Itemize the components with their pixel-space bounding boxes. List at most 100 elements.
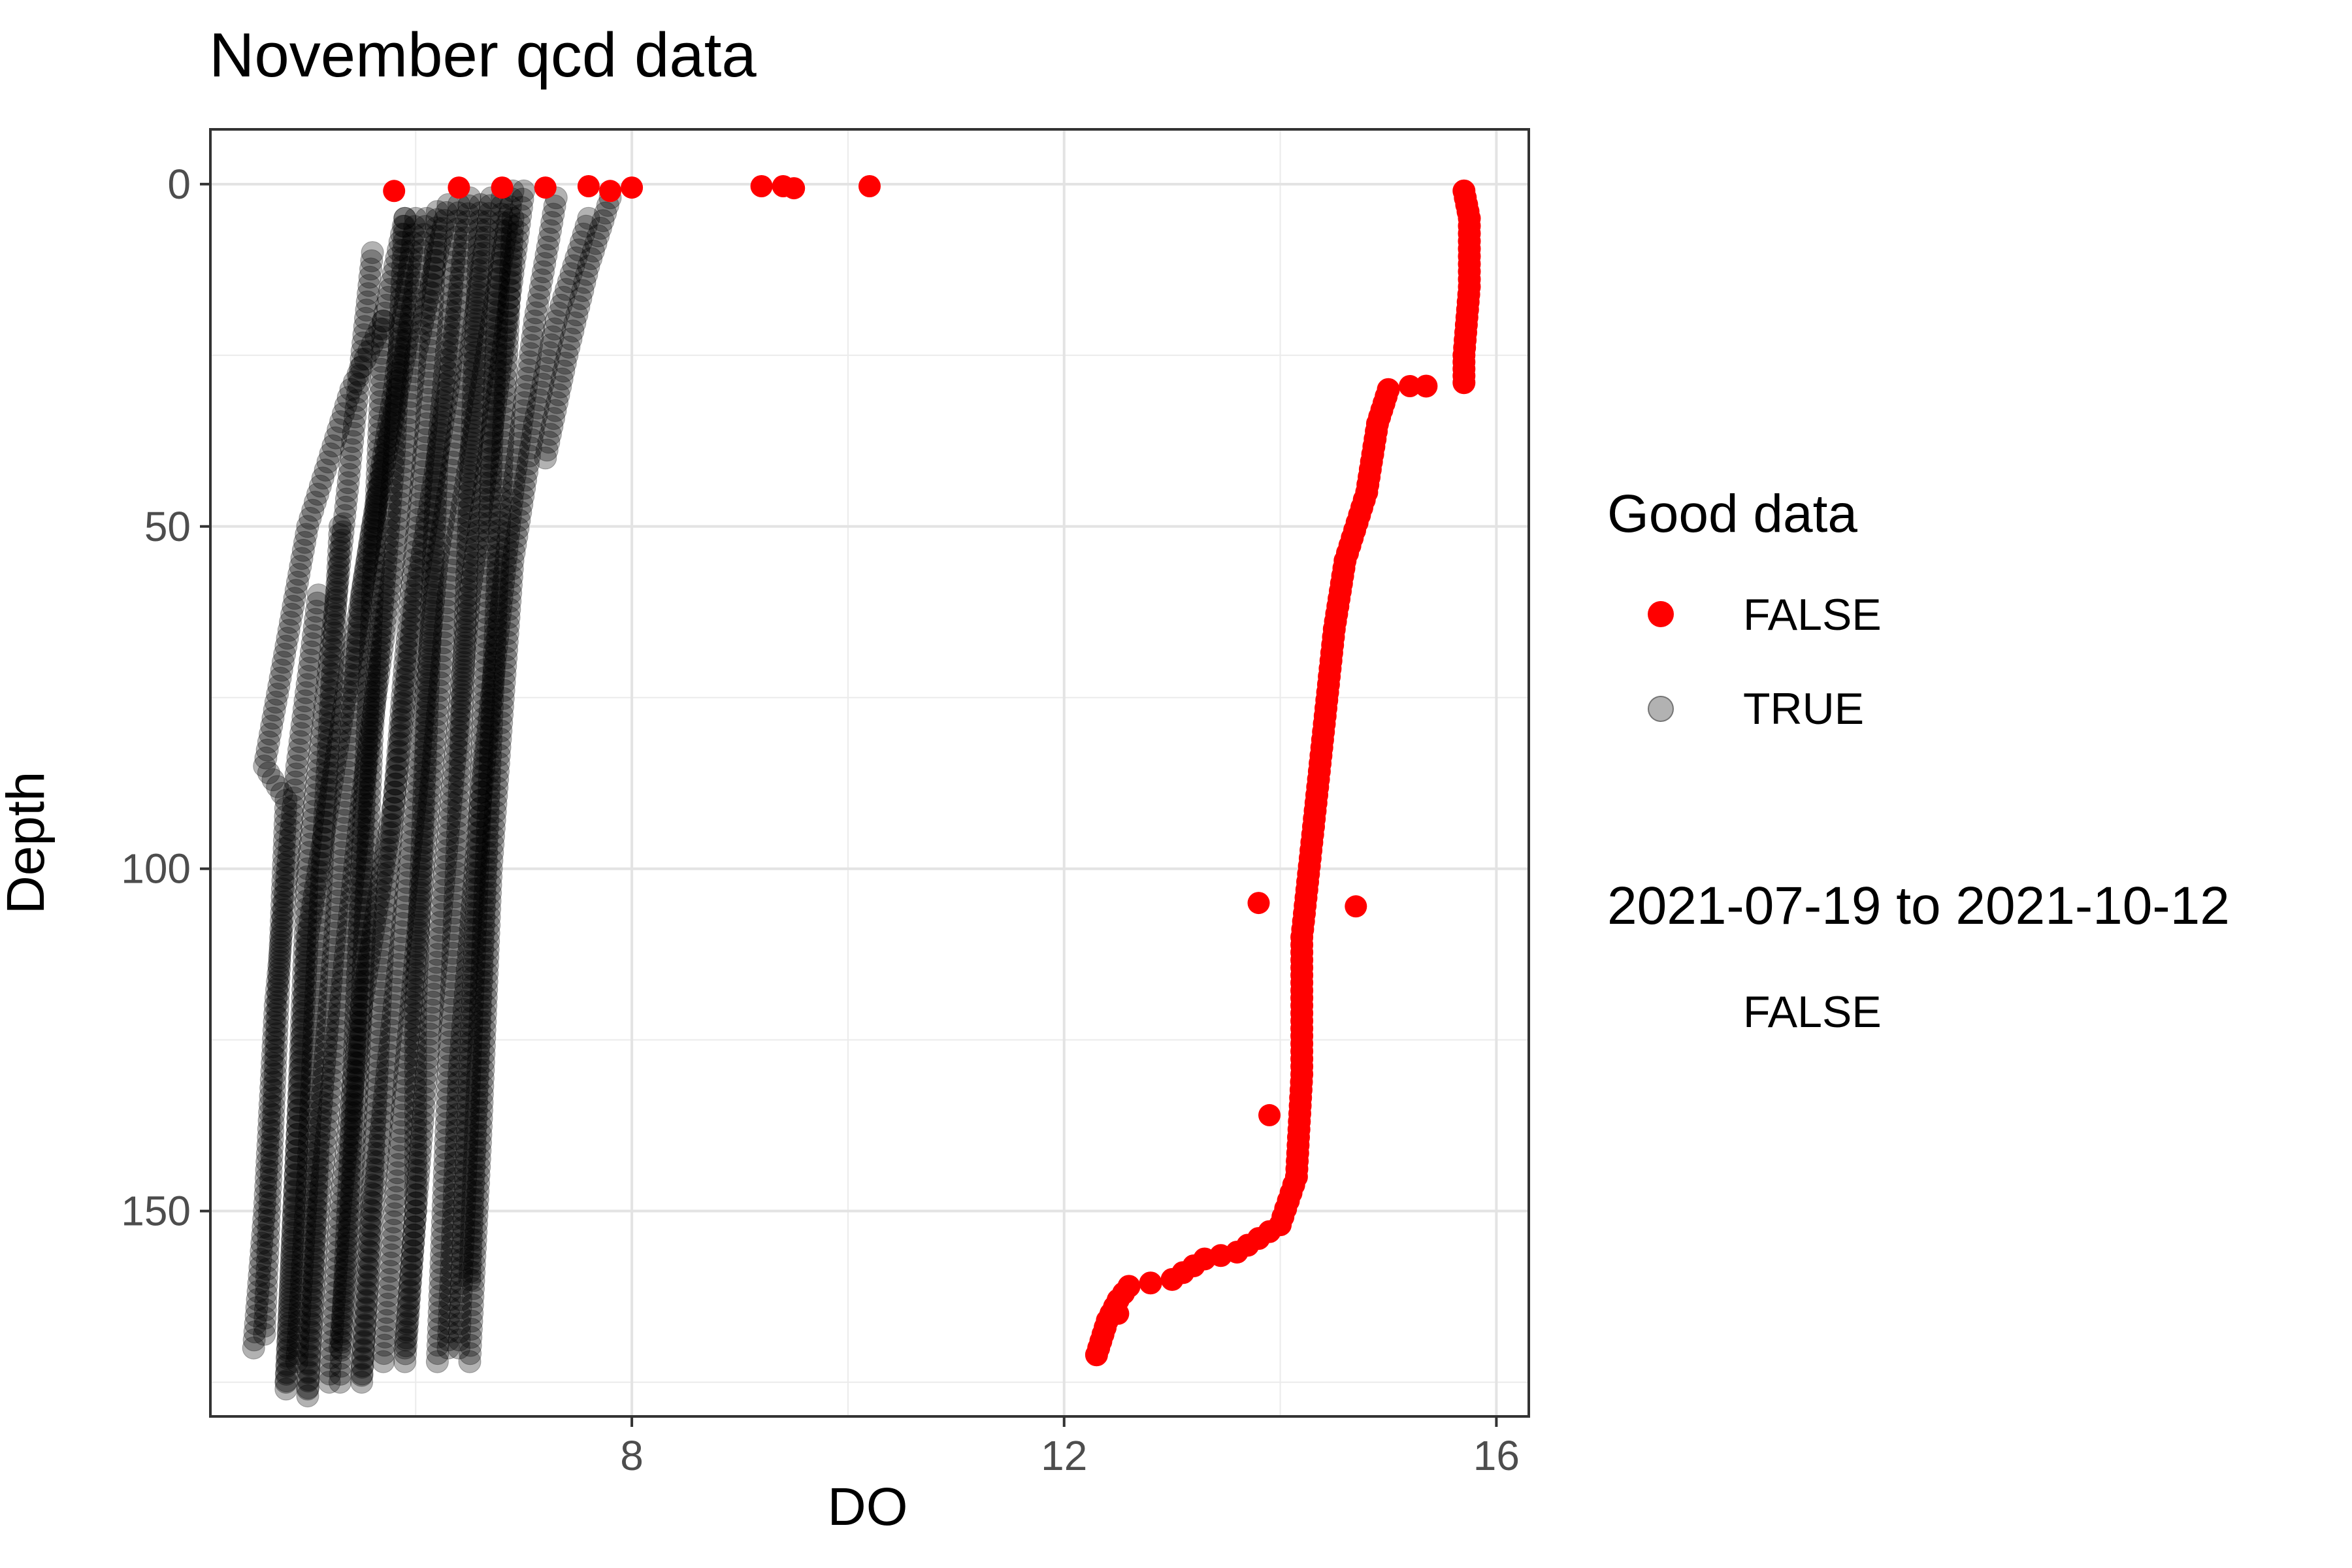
data-point bbox=[458, 1267, 482, 1291]
data-point bbox=[355, 961, 378, 985]
data-point bbox=[341, 1076, 365, 1100]
data-point bbox=[275, 1347, 299, 1370]
data-point bbox=[420, 613, 443, 636]
data-point bbox=[399, 393, 422, 416]
data-point bbox=[257, 730, 280, 754]
data-point bbox=[346, 1027, 370, 1051]
data-point bbox=[453, 376, 476, 400]
data-point bbox=[404, 789, 427, 812]
data-point bbox=[413, 526, 436, 549]
data-point bbox=[402, 360, 426, 384]
data-point bbox=[289, 555, 312, 578]
data-point bbox=[319, 1354, 342, 1378]
data-point bbox=[360, 1216, 383, 1239]
data-point bbox=[295, 950, 318, 973]
legend-key-false bbox=[1648, 601, 1674, 627]
data-point bbox=[425, 711, 448, 734]
data-point bbox=[343, 1060, 367, 1083]
data-point bbox=[404, 344, 427, 367]
data-point bbox=[353, 348, 377, 371]
data-point bbox=[400, 385, 423, 408]
data-point bbox=[371, 1101, 395, 1124]
data-point bbox=[478, 202, 501, 225]
data-point bbox=[421, 476, 444, 500]
data-point bbox=[1452, 371, 1476, 395]
x-tick-label: 12 bbox=[1041, 1432, 1087, 1479]
data-point bbox=[385, 524, 408, 547]
data-point bbox=[338, 904, 361, 927]
data-point bbox=[363, 506, 385, 530]
data-point bbox=[379, 1027, 402, 1051]
data-point bbox=[326, 736, 349, 760]
data-point bbox=[254, 746, 278, 770]
data-point bbox=[338, 1101, 362, 1124]
data-point bbox=[443, 542, 466, 566]
data-point bbox=[400, 821, 424, 845]
data-point bbox=[322, 761, 346, 785]
data-point bbox=[409, 887, 433, 910]
data-point bbox=[389, 731, 412, 755]
data-point bbox=[395, 1038, 419, 1062]
data-point bbox=[391, 351, 415, 375]
data-point bbox=[599, 180, 621, 203]
data-points bbox=[242, 175, 1481, 1408]
data-point bbox=[282, 1195, 306, 1218]
data-point bbox=[399, 312, 421, 335]
data-point bbox=[281, 1218, 304, 1242]
data-point bbox=[276, 627, 299, 650]
data-point bbox=[344, 1051, 367, 1075]
data-point bbox=[304, 876, 327, 900]
data-point bbox=[280, 602, 304, 626]
data-point bbox=[393, 450, 416, 474]
data-point bbox=[325, 1027, 348, 1051]
data-point bbox=[418, 629, 442, 652]
data-point bbox=[286, 1106, 310, 1130]
data-point bbox=[464, 411, 487, 434]
data-point bbox=[449, 401, 472, 425]
data-point bbox=[385, 384, 409, 408]
data-point bbox=[260, 714, 284, 738]
data-point bbox=[425, 557, 448, 580]
data-point bbox=[308, 474, 332, 498]
data-point bbox=[1160, 1267, 1184, 1291]
data-point bbox=[274, 805, 297, 828]
data-point bbox=[402, 600, 426, 623]
data-point bbox=[413, 847, 436, 870]
y-tick-label: 50 bbox=[144, 503, 191, 550]
data-point bbox=[473, 233, 497, 257]
data-point bbox=[273, 813, 297, 836]
data-point bbox=[384, 254, 406, 278]
data-point bbox=[411, 709, 434, 732]
data-point bbox=[497, 203, 521, 227]
data-point bbox=[390, 715, 414, 738]
data-point bbox=[359, 936, 382, 960]
data-point bbox=[350, 580, 374, 604]
data-point bbox=[429, 663, 453, 687]
data-point bbox=[393, 442, 417, 466]
data-point bbox=[433, 500, 457, 523]
data-point bbox=[447, 282, 470, 305]
data-point bbox=[261, 1111, 285, 1135]
data-point bbox=[429, 427, 452, 451]
data-point bbox=[457, 451, 481, 475]
data-point bbox=[397, 319, 421, 343]
data-point bbox=[334, 394, 357, 417]
data-point bbox=[495, 219, 518, 242]
data-point bbox=[310, 835, 334, 858]
data-point bbox=[335, 1134, 359, 1157]
data-point bbox=[274, 1377, 298, 1401]
data-point bbox=[387, 747, 410, 771]
data-point bbox=[253, 755, 276, 777]
data-point bbox=[432, 508, 455, 531]
data-point bbox=[417, 645, 440, 668]
data-point bbox=[402, 958, 426, 982]
data-point bbox=[322, 1297, 346, 1320]
data-point bbox=[402, 805, 426, 828]
data-point bbox=[284, 1163, 307, 1186]
data-point bbox=[297, 1369, 320, 1393]
data-point bbox=[365, 325, 388, 348]
data-point bbox=[385, 1177, 408, 1201]
data-point bbox=[351, 781, 374, 804]
data-point bbox=[294, 958, 318, 982]
